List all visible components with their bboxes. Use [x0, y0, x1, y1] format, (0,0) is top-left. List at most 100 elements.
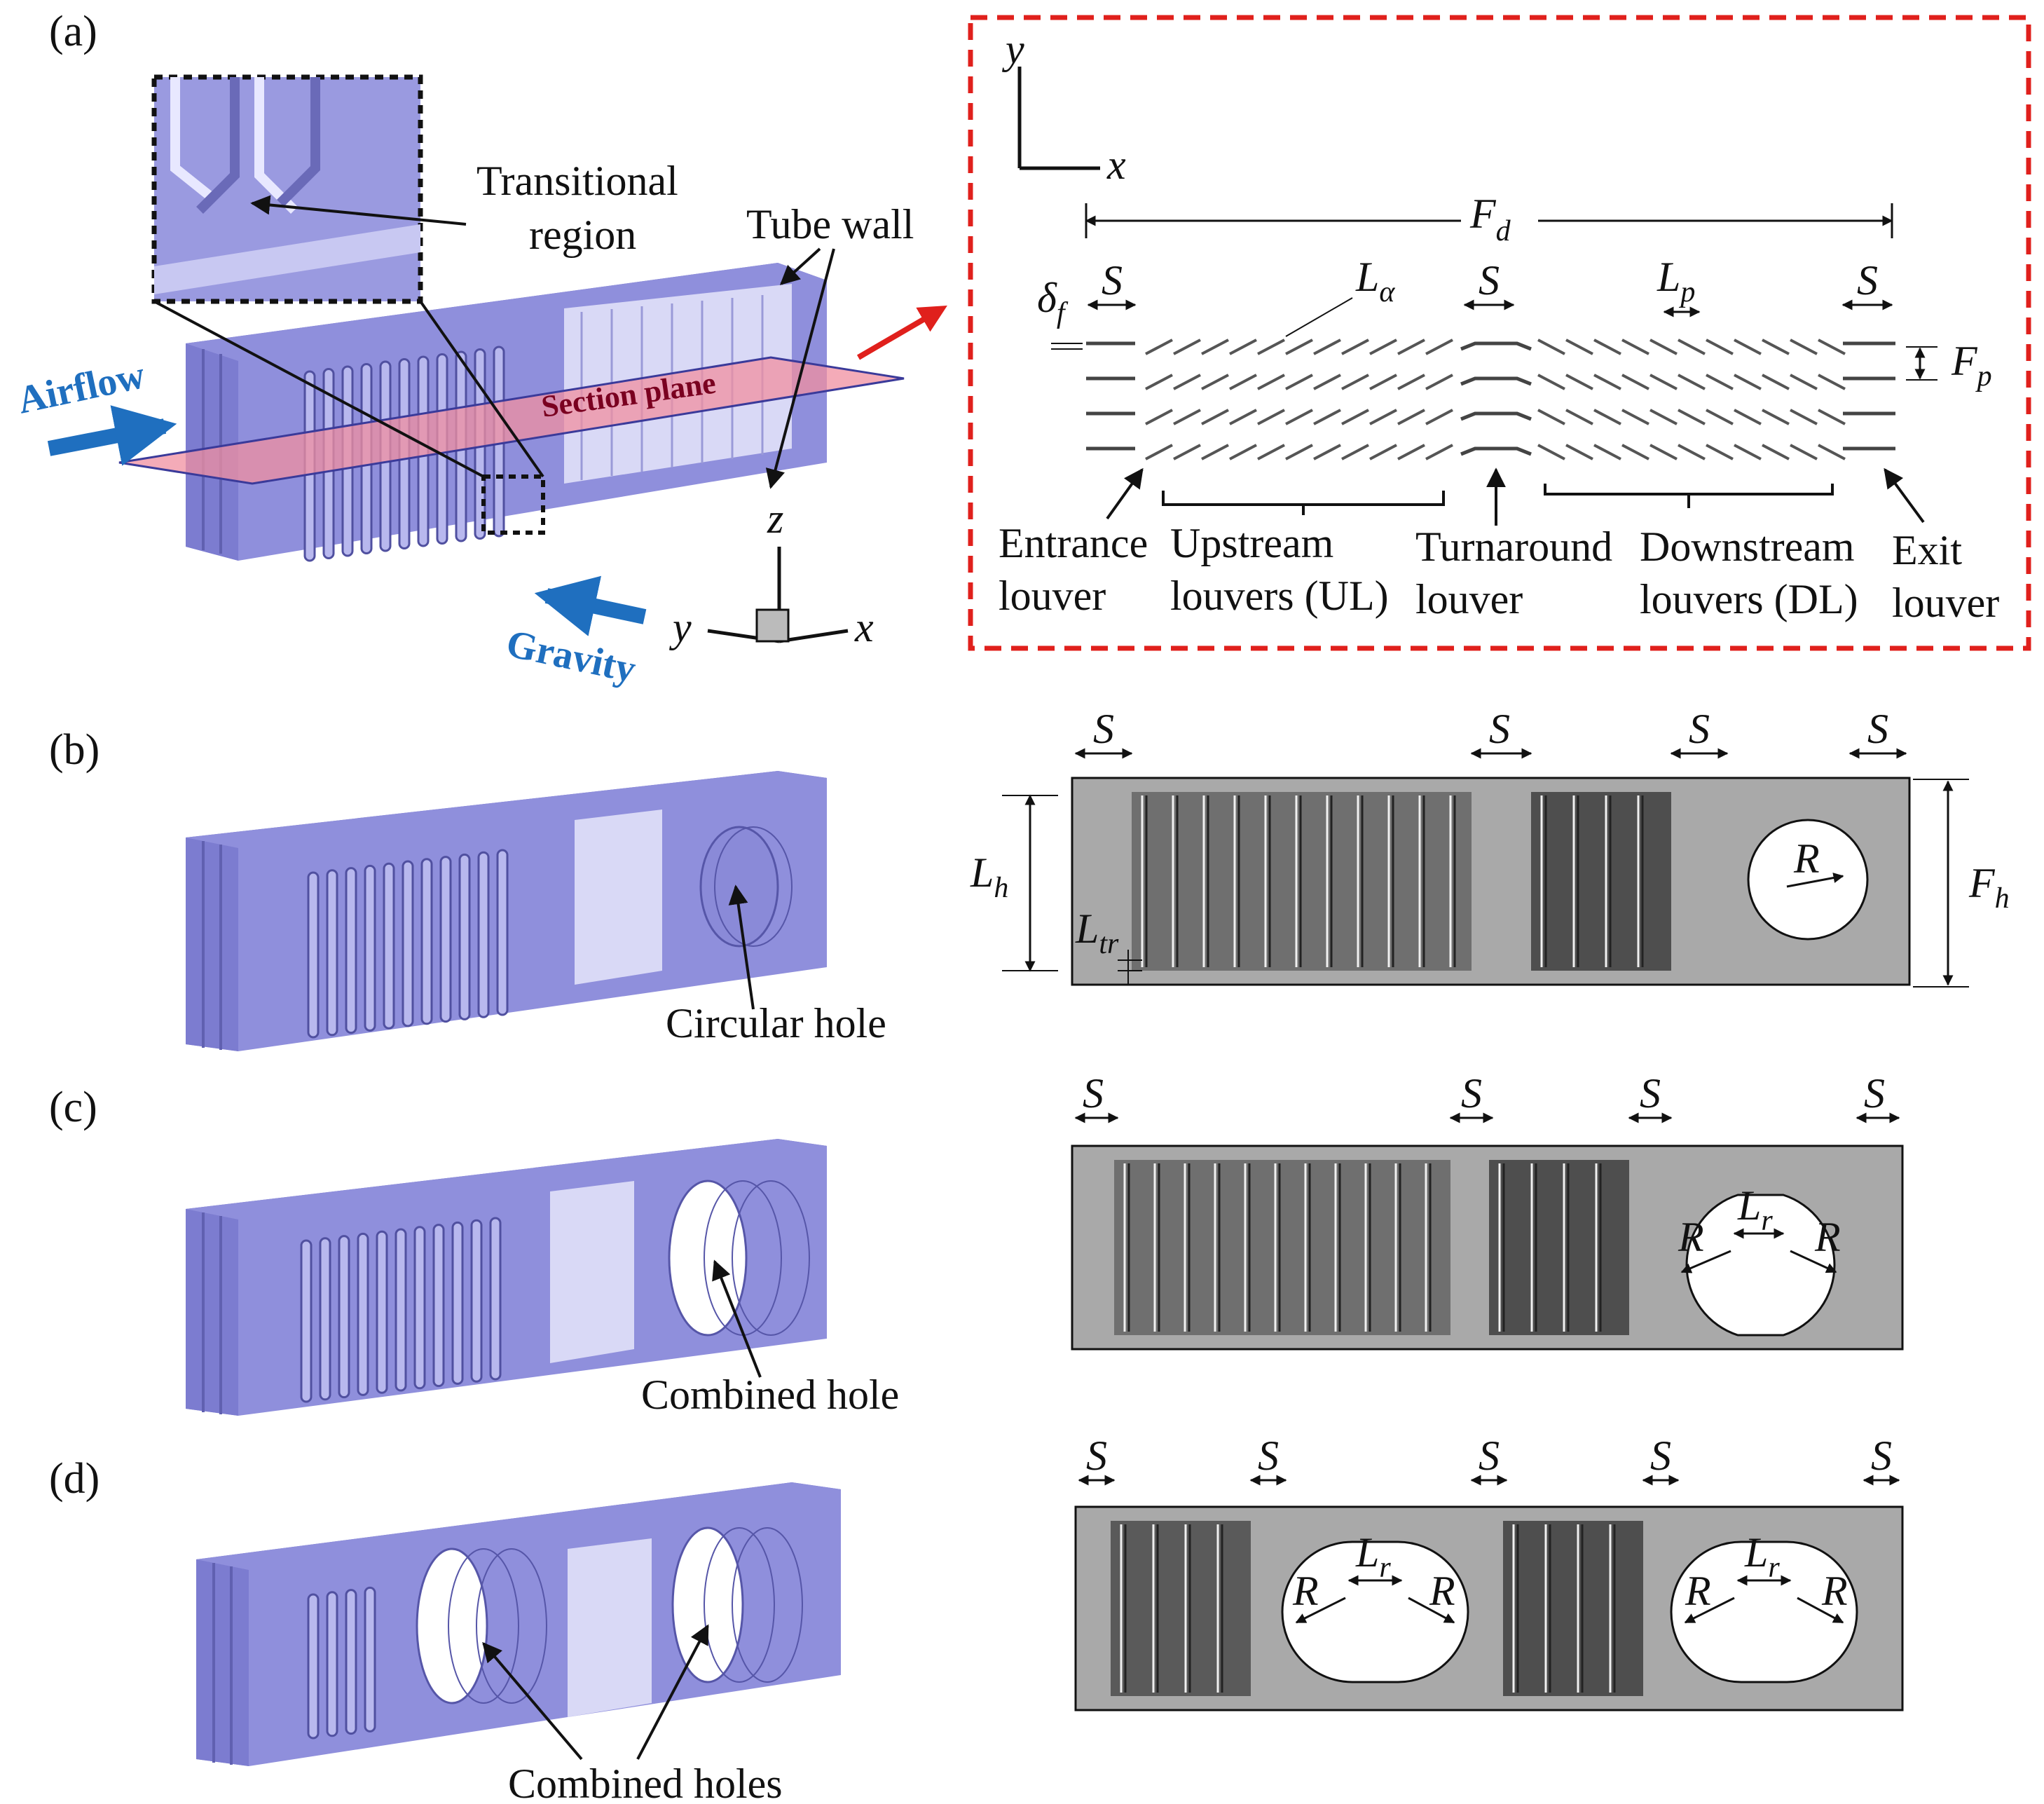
upstream-louver — [1229, 374, 1257, 390]
downstream-louver — [1706, 339, 1734, 355]
entrance-label-1: Entrance — [999, 520, 1148, 566]
downstream-louver — [1537, 444, 1565, 460]
transitional-label-2: region — [529, 212, 636, 258]
downstream-louver — [1621, 444, 1649, 460]
upstream-louver — [1173, 374, 1201, 390]
fp-label: Fp — [1951, 338, 1992, 392]
downstream-louver — [1790, 374, 1818, 390]
svg-text:R: R — [1429, 1568, 1455, 1614]
louver-slot — [458, 853, 471, 1020]
louver-slot — [413, 1226, 426, 1390]
svg-text:S: S — [1083, 1070, 1104, 1116]
section-louvers — [1086, 339, 1895, 460]
upstream-louver — [1341, 339, 1369, 355]
louver-slot — [496, 849, 509, 1016]
airflow-label: Airflow — [14, 353, 149, 423]
upstream-louver — [1369, 409, 1397, 425]
louver-slot — [345, 867, 357, 1034]
airflow-arrow — [47, 405, 177, 466]
upstream-louver — [1201, 444, 1229, 460]
downstream-louver — [1537, 339, 1565, 355]
svg-text:Ltr: Ltr — [1075, 906, 1119, 960]
axis-z-label: z — [767, 496, 783, 542]
svg-text:S: S — [1102, 257, 1123, 303]
louver-slot — [357, 1232, 369, 1396]
louver-slot — [364, 1586, 376, 1733]
panel-b-dimensions: S S S S Lh Ltr Fh — [970, 706, 2010, 988]
svg-text:Lr: Lr — [1355, 1529, 1391, 1584]
louver-slot — [326, 1591, 338, 1737]
panel-label-d: (d) — [49, 1455, 100, 1503]
svg-text:R: R — [1793, 835, 1820, 882]
louver-slot — [326, 869, 338, 1037]
fd-label: Fd — [1469, 191, 1511, 247]
svg-text:Lr: Lr — [1744, 1529, 1780, 1584]
panel-c-dimensions: S S S S — [1074, 1070, 1900, 1123]
upstream-louver — [1201, 339, 1229, 355]
downstream-louver — [1678, 339, 1706, 355]
downstream-louver — [1818, 409, 1846, 425]
louver-slot — [345, 1589, 357, 1735]
downstream-louver — [1678, 409, 1706, 425]
louver-slot — [420, 858, 433, 1025]
svg-text:R: R — [1678, 1214, 1704, 1260]
svg-text:S: S — [1650, 1433, 1671, 1479]
section-callout-arrow — [856, 305, 947, 360]
upstream-louver — [1397, 339, 1425, 355]
svg-text:R: R — [1814, 1214, 1841, 1260]
downstream-louver — [1818, 374, 1846, 390]
upstream-louver — [1341, 374, 1369, 390]
section-axes: y x — [1001, 26, 1126, 188]
upstream-louver — [1285, 409, 1313, 425]
downstream-louver — [1734, 409, 1762, 425]
axis-x-label: x — [854, 604, 874, 650]
downstream-louver — [1537, 374, 1565, 390]
svg-text:S: S — [1640, 1070, 1661, 1116]
svg-text:S: S — [1479, 257, 1500, 303]
downstream-louver — [1706, 374, 1734, 390]
upstream-louver — [1313, 374, 1341, 390]
panel-label-b: (b) — [49, 726, 100, 774]
louver-slot — [432, 1224, 445, 1388]
louver-slot — [338, 1235, 350, 1399]
downstream-label-1: Downstream — [1640, 524, 1855, 570]
svg-text:S: S — [1864, 1070, 1885, 1116]
exit-label-2: louver — [1892, 580, 1999, 626]
louver-slot — [395, 1228, 407, 1392]
panel-label-c: (c) — [49, 1084, 97, 1131]
svg-text:S: S — [1689, 706, 1710, 752]
circular-hole-label: Circular hole — [666, 1000, 886, 1046]
tube-wall-arrow-bottom — [765, 248, 835, 489]
louver-slot — [376, 1230, 388, 1394]
section-s-dimensions: S S S — [1087, 257, 1893, 310]
upstream-louver — [1201, 409, 1229, 425]
transitional-region-inset — [151, 74, 545, 535]
upstream-louver — [1229, 339, 1257, 355]
panel-d-fin-model — [196, 1482, 841, 1766]
upstream-louver — [1173, 444, 1201, 460]
upstream-louver — [1313, 409, 1341, 425]
svg-text:R: R — [1685, 1568, 1711, 1614]
downstream-louver — [1621, 374, 1649, 390]
upstream-louver — [1257, 339, 1285, 355]
svg-text:R: R — [1292, 1568, 1319, 1614]
downstream-louver — [1762, 339, 1790, 355]
turnaround-louver — [1460, 411, 1532, 421]
upstream-louver — [1397, 374, 1425, 390]
downstream-louver — [1621, 339, 1649, 355]
upstream-louver — [1285, 444, 1313, 460]
upstream-louver — [1145, 409, 1173, 425]
downstream-louver — [1537, 409, 1565, 425]
upstream-louver — [1257, 444, 1285, 460]
upstream-louver — [1425, 409, 1453, 425]
downstream-louver — [1565, 444, 1593, 460]
downstream-louver — [1790, 444, 1818, 460]
louver-slot — [451, 1221, 464, 1385]
louver-slot — [439, 856, 452, 1023]
svg-text:Lr: Lr — [1737, 1182, 1773, 1237]
svg-text:S: S — [1479, 1433, 1500, 1479]
upstream-louver — [1425, 339, 1453, 355]
transitional-arrow — [250, 195, 467, 226]
combined-hole-label: Combined hole — [641, 1372, 899, 1418]
downstream-louver — [1734, 339, 1762, 355]
